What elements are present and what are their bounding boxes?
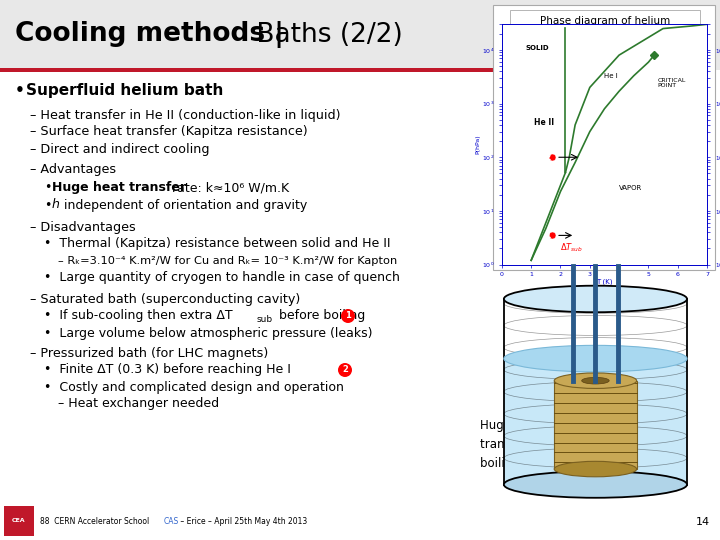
- Text: 2: 2: [342, 366, 348, 375]
- Ellipse shape: [504, 346, 687, 372]
- Bar: [510, 10, 700, 32]
- Text: CAS: CAS: [164, 517, 179, 526]
- Text: – Advantages: – Advantages: [30, 164, 116, 177]
- Text: h: h: [52, 199, 60, 212]
- Circle shape: [341, 309, 355, 323]
- Ellipse shape: [554, 373, 636, 388]
- Text: SOLID: SOLID: [526, 45, 549, 51]
- Text: He II: He II: [534, 118, 554, 127]
- Text: – Rₖ=3.10⁻⁴ K.m²/W for Cu and Rₖ= 10⁻³ K.m²/W for Kapton: – Rₖ=3.10⁻⁴ K.m²/W for Cu and Rₖ= 10⁻³ K…: [58, 256, 397, 266]
- Ellipse shape: [504, 286, 687, 312]
- Text: •  Large volume below atmospheric pressure (leaks): • Large volume below atmospheric pressur…: [44, 327, 372, 340]
- Text: independent of orientation and gravity: independent of orientation and gravity: [60, 199, 307, 212]
- Bar: [4, 506, 34, 536]
- Text: 1: 1: [345, 312, 351, 321]
- Text: – Erice – April 25th May 4th 2013: – Erice – April 25th May 4th 2013: [178, 517, 307, 526]
- Text: – Heat transfer in He II (conduction-like in liquid): – Heat transfer in He II (conduction-lik…: [30, 109, 341, 122]
- Y-axis label: P(hPa): P(hPa): [475, 134, 480, 154]
- Text: – Heat exchanger needed: – Heat exchanger needed: [58, 397, 219, 410]
- Text: •  Finite ΔT (0.3 K) before reaching He I: • Finite ΔT (0.3 K) before reaching He I: [44, 363, 295, 376]
- Bar: [0, 68, 495, 72]
- Text: •  If sub-cooling then extra ΔT: • If sub-cooling then extra ΔT: [44, 309, 233, 322]
- Text: sub: sub: [257, 314, 273, 323]
- Text: – Direct and indirect cooling: – Direct and indirect cooling: [30, 143, 210, 156]
- X-axis label: T (K): T (K): [596, 279, 613, 285]
- Text: •  Costly and complicated design and operation: • Costly and complicated design and oper…: [44, 381, 344, 394]
- Text: – Surface heat transfer (Kapitza resistance): – Surface heat transfer (Kapitza resista…: [30, 125, 307, 138]
- Text: 14: 14: [696, 517, 710, 527]
- Polygon shape: [554, 381, 636, 469]
- Text: Phase diagram of helium: Phase diagram of helium: [540, 16, 670, 26]
- Text: – Disadvantages: – Disadvantages: [30, 220, 136, 233]
- Circle shape: [338, 363, 352, 377]
- Text: 1: 1: [546, 231, 551, 240]
- Text: •: •: [15, 84, 25, 98]
- Text: •: •: [44, 181, 51, 194]
- Bar: [493, 5, 715, 270]
- Text: Cooling methods |: Cooling methods |: [15, 22, 284, 49]
- Text: before boiling: before boiling: [275, 309, 369, 322]
- Text: rate: k≈10⁶ W/m.K: rate: k≈10⁶ W/m.K: [168, 181, 289, 194]
- Text: 2: 2: [546, 153, 551, 162]
- Text: – Pressurized bath (for LHC magnets): – Pressurized bath (for LHC magnets): [30, 347, 269, 360]
- Text: VAPOR: VAPOR: [619, 185, 642, 191]
- Text: Huge heat transfer: Huge heat transfer: [52, 181, 186, 194]
- Ellipse shape: [504, 471, 687, 498]
- Bar: [0, 0, 720, 70]
- Text: CRITICAL
POINT: CRITICAL POINT: [657, 78, 685, 89]
- Text: 88  CERN Accelerator School: 88 CERN Accelerator School: [40, 517, 154, 526]
- Text: – Saturated bath (superconducting cavity): – Saturated bath (superconducting cavity…: [30, 293, 300, 306]
- Text: Baths (2/2): Baths (2/2): [248, 22, 402, 48]
- Text: •  Thermal (Kapitza) resistance between solid and He II: • Thermal (Kapitza) resistance between s…: [44, 238, 390, 251]
- Text: •: •: [44, 199, 51, 212]
- Text: Superfluid helium bath: Superfluid helium bath: [26, 84, 223, 98]
- Text: •  Large quantity of cryogen to handle in case of quench: • Large quantity of cryogen to handle in…: [44, 272, 400, 285]
- Text: Huge Heat
transfer : no
boiling in he II: Huge Heat transfer : no boiling in he II: [480, 420, 563, 470]
- Ellipse shape: [582, 377, 609, 384]
- Polygon shape: [504, 359, 687, 484]
- Ellipse shape: [554, 461, 636, 477]
- Text: He I: He I: [604, 73, 618, 79]
- Text: CEA: CEA: [12, 517, 26, 523]
- Text: $\Delta T_{sub}$: $\Delta T_{sub}$: [560, 242, 583, 254]
